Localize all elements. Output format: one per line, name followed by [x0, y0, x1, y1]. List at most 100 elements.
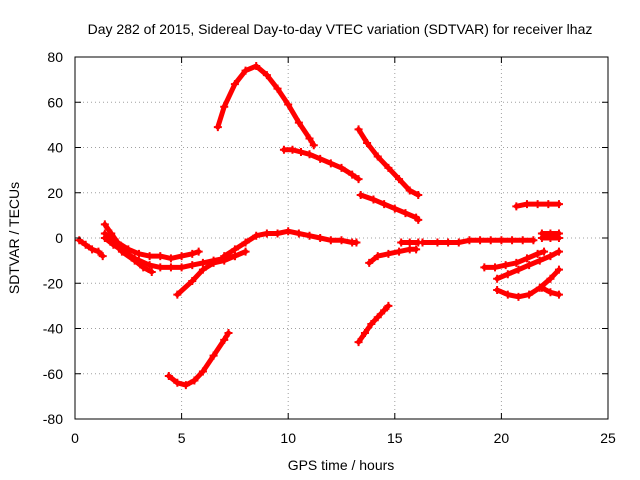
- data-point: [198, 258, 207, 267]
- data-point: [414, 215, 423, 224]
- data-point: [209, 351, 218, 360]
- data-point: [554, 265, 563, 274]
- data-point: [241, 238, 250, 247]
- data-point: [100, 234, 109, 242]
- series-arc-17: [493, 247, 563, 283]
- data-point: [220, 256, 229, 265]
- data-point: [514, 265, 523, 274]
- data-point: [554, 200, 563, 209]
- series-line: [102, 221, 202, 261]
- x-tick-label: 15: [387, 430, 403, 446]
- data-point: [288, 145, 297, 154]
- data-point: [109, 240, 118, 249]
- data-point: [522, 200, 531, 209]
- series-arc-8: [213, 62, 318, 150]
- data-point: [546, 274, 555, 283]
- data-point: [337, 163, 346, 172]
- data-point: [546, 252, 555, 261]
- series-arc-7: [164, 329, 233, 390]
- data-point: [401, 209, 410, 218]
- data-point: [546, 288, 555, 297]
- data-point: [480, 263, 489, 272]
- data-point: [273, 229, 282, 238]
- data-point: [166, 254, 175, 263]
- data-point: [241, 247, 250, 256]
- data-point: [537, 234, 546, 242]
- y-tick-label: 60: [47, 94, 63, 110]
- data-point: [173, 378, 182, 387]
- x-axis-title: GPS time / hours: [288, 457, 395, 473]
- data-point: [373, 252, 382, 261]
- data-point: [384, 301, 393, 310]
- x-tick-label: 25: [600, 430, 616, 446]
- data-point: [537, 283, 546, 292]
- data-point: [81, 240, 90, 249]
- data-point: [444, 238, 453, 247]
- data-point: [94, 247, 103, 256]
- y-tick-label: -80: [43, 411, 63, 427]
- data-point: [190, 376, 199, 385]
- series-arc-16: [480, 247, 549, 272]
- data-point: [512, 258, 521, 267]
- data-point: [337, 236, 346, 245]
- y-tick-label: -20: [43, 275, 63, 291]
- x-tick-label: 0: [71, 430, 79, 446]
- data-point: [294, 229, 303, 238]
- data-point: [380, 200, 389, 209]
- data-point: [198, 367, 207, 376]
- series-line: [281, 147, 362, 182]
- data-point: [224, 329, 233, 338]
- data-point: [365, 258, 374, 267]
- data-point: [198, 265, 207, 274]
- data-point: [544, 200, 553, 209]
- series-arc-14: [397, 238, 423, 247]
- x-tick-label: 10: [280, 430, 296, 446]
- data-point: [535, 256, 544, 265]
- data-point: [145, 261, 154, 270]
- data-point: [309, 141, 318, 150]
- data-point: [418, 238, 427, 247]
- data-point: [230, 80, 239, 89]
- series-arc-12: [354, 301, 393, 347]
- data-point: [164, 372, 173, 381]
- data-point: [554, 234, 563, 242]
- data-point: [166, 263, 175, 272]
- data-point: [367, 319, 376, 328]
- data-point: [433, 238, 442, 247]
- data-point: [533, 249, 542, 258]
- tick-layer: 0 5 10 15 20 25 -80 -60 -40 -20 0 20 40 60 80: [43, 49, 616, 446]
- data-point: [262, 229, 271, 238]
- data-point: [145, 252, 154, 261]
- data-point: [220, 335, 229, 344]
- data-point: [305, 134, 314, 143]
- data-point: [88, 245, 97, 254]
- series-line: [215, 63, 317, 148]
- data-point: [384, 163, 393, 172]
- data-point: [380, 306, 389, 315]
- data-point: [354, 338, 363, 347]
- x-tick-label: 5: [178, 430, 186, 446]
- data-point: [497, 236, 506, 245]
- data-point: [294, 118, 303, 127]
- data-point: [512, 202, 521, 211]
- data-point: [384, 249, 393, 258]
- series-arc-13: [365, 245, 421, 267]
- y-tick-label: 40: [47, 140, 63, 156]
- series-arc-11: [356, 191, 423, 224]
- data-point: [305, 150, 314, 159]
- data-point: [252, 231, 261, 240]
- data-point: [130, 254, 139, 263]
- data-point: [326, 236, 335, 245]
- data-point: [284, 227, 293, 236]
- y-tick-label: 20: [47, 185, 63, 201]
- data-point: [209, 258, 218, 267]
- data-point: [147, 267, 156, 276]
- data-point: [220, 102, 229, 111]
- data-point: [412, 245, 421, 254]
- series-arc-21: [537, 234, 563, 242]
- data-point: [326, 159, 335, 168]
- series-arc-9: [279, 145, 363, 184]
- series-arc-1: [75, 236, 107, 261]
- data-point: [230, 245, 239, 254]
